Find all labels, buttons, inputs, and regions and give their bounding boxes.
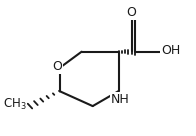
Text: O: O (52, 60, 62, 73)
Text: O: O (126, 6, 136, 19)
Text: CH$_3$: CH$_3$ (3, 97, 26, 112)
Text: NH: NH (111, 93, 130, 106)
Text: OH: OH (162, 44, 181, 57)
